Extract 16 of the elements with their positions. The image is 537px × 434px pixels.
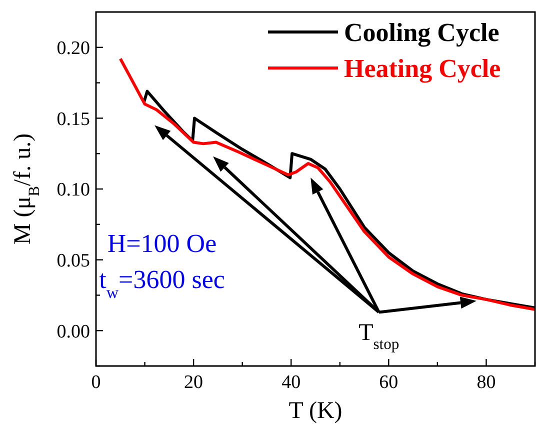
x-tick-label: 20	[184, 372, 204, 393]
x-tick-label: 80	[476, 372, 496, 393]
annotation: T$_{stop}$	[358, 320, 400, 353]
x-tick-label: 40	[282, 372, 301, 393]
y-tick-label: 0.00	[56, 321, 90, 342]
legend-label: Cooling Cycle	[344, 18, 500, 48]
x-tick-label: 60	[379, 372, 398, 393]
x-tick-label: 0	[91, 372, 101, 393]
y-tick-label: 0.20	[56, 38, 90, 60]
x-axis-title: T (K)	[288, 398, 342, 424]
y-tick-label: 0.05	[56, 250, 90, 272]
legend-label: Heating Cycle	[344, 54, 501, 84]
y-tick-label: 0.15	[56, 108, 90, 130]
annotation: H=100 Oe	[107, 229, 217, 258]
y-tick-label: 0.10	[56, 180, 90, 201]
annotation: t$_{w}$=3600 sec	[99, 265, 225, 302]
